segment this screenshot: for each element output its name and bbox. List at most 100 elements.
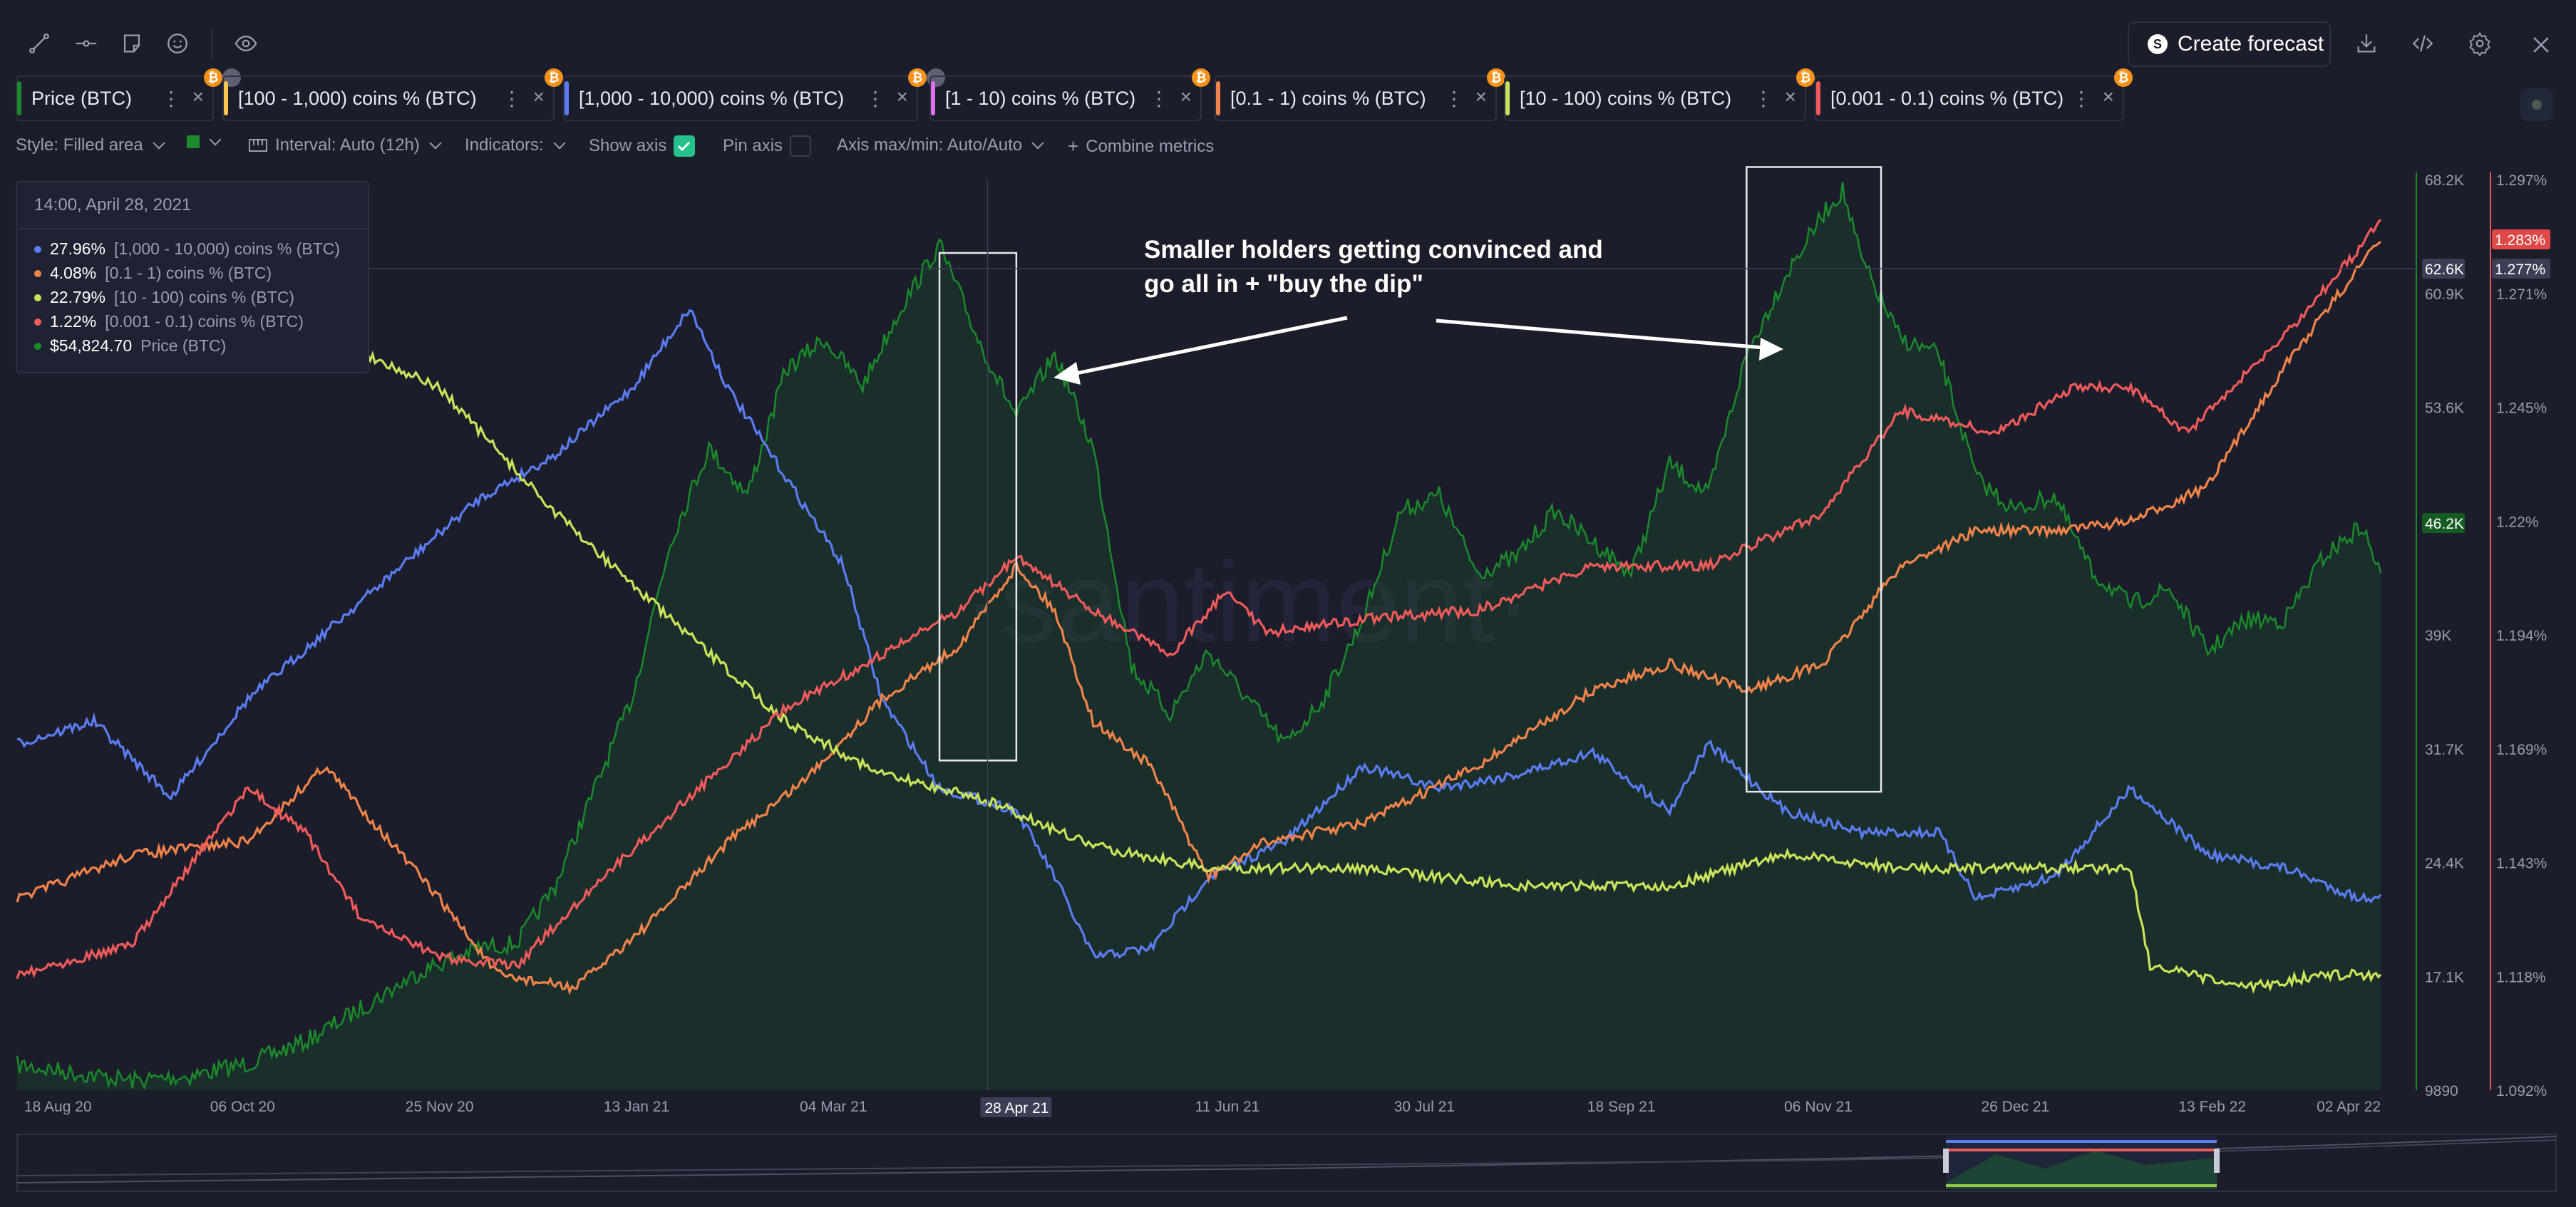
- eye-icon[interactable]: [228, 26, 264, 61]
- tab-close-icon[interactable]: ×: [1180, 86, 1192, 108]
- pin-axis-toggle[interactable]: Pin axis: [723, 135, 812, 157]
- tab-color-bar: [931, 81, 935, 115]
- tooltip-series-name: Price (BTC): [140, 336, 227, 355]
- live-dot-icon: [2532, 100, 2542, 110]
- x-tick-label: 06 Nov 21: [1784, 1099, 1853, 1115]
- x-tick-label: 26 Dec 21: [1981, 1099, 2049, 1115]
- tooltip-value: 1.22%: [50, 312, 97, 331]
- tooltip-series-name: [0.1 - 1) coins % (BTC): [105, 264, 272, 282]
- tab-close-icon[interactable]: ×: [1784, 86, 1796, 108]
- emoji-icon[interactable]: [160, 26, 195, 61]
- interval-select[interactable]: Interval: Auto (12h): [248, 135, 442, 155]
- tab-menu-icon[interactable]: ⋮: [161, 88, 181, 110]
- tab-10-100-coins[interactable]: [10 - 100) coins % (BTC) ⋮ × ₿: [1504, 68, 1815, 121]
- price-tick-label: 9890: [2425, 1083, 2458, 1099]
- annotation-arrow-left: [1068, 316, 1348, 377]
- price-tick-label: 60.9K: [2425, 286, 2464, 303]
- annotation-line-1: Smaller holders getting convinced and: [1144, 236, 1603, 264]
- settings-icon[interactable]: [2462, 26, 2498, 61]
- series-line-3: [16, 259, 2382, 994]
- pct-crosshair-badge: 1.277%: [2495, 261, 2545, 278]
- tab-label: [0.001 - 0.1) coins % (BTC): [1830, 87, 2064, 109]
- overview-handle-left[interactable]: [1943, 1149, 1949, 1173]
- tooltip-date: 14:00, April 28, 2021: [17, 182, 368, 229]
- price-crosshair-badge: 62.6K: [2425, 261, 2464, 278]
- tab-0.1-1-coins[interactable]: [0.1 - 1) coins % (BTC) ⋮ × ₿: [1215, 68, 1505, 121]
- indicators-select[interactable]: Indicators:: [465, 135, 566, 155]
- pin-axis-checkbox[interactable]: [790, 135, 812, 157]
- bitcoin-icon: ₿: [1487, 68, 1505, 87]
- tab-menu-icon[interactable]: ⋮: [1149, 88, 1169, 110]
- tab-close-icon[interactable]: ×: [896, 86, 908, 108]
- price-tick-label: 68.2K: [2425, 172, 2464, 189]
- tab-menu-icon[interactable]: ⋮: [1444, 88, 1464, 110]
- tab-color-bar: [565, 81, 569, 115]
- tab-price-btc[interactable]: Price (BTC) ⋮ × ₿: [16, 68, 241, 121]
- tab-label: [0.1 - 1) coins % (BTC): [1230, 87, 1426, 109]
- create-forecast-button[interactable]: S Create forecast: [2128, 21, 2331, 67]
- price-tick-label: 31.7K: [2425, 742, 2464, 758]
- create-forecast-label: Create forecast: [2178, 32, 2324, 56]
- overview-handle-right[interactable]: [2214, 1149, 2220, 1173]
- line-tool-icon[interactable]: [21, 26, 57, 61]
- pct-tick-label: 1.22%: [2496, 514, 2539, 530]
- tab-color-bar: [1816, 81, 1820, 115]
- tab-menu-icon[interactable]: ⋮: [1753, 88, 1773, 110]
- tooltip-value: $54,824.70: [50, 336, 133, 355]
- tab-close-icon[interactable]: ×: [2102, 86, 2114, 108]
- tab-menu-icon[interactable]: ⋮: [2071, 88, 2091, 110]
- toolbar-divider: [211, 29, 212, 58]
- axis-minmax-label: Axis max/min: Auto/Auto: [837, 135, 1023, 155]
- pct-tick-label: 1.118%: [2496, 969, 2546, 985]
- check-icon: [678, 141, 691, 152]
- tab-menu-icon[interactable]: ⋮: [865, 88, 885, 110]
- download-icon[interactable]: [2349, 26, 2384, 61]
- live-indicator[interactable]: [2520, 88, 2553, 121]
- interval-label: Interval: Auto (12h): [275, 135, 420, 155]
- series-dot: [34, 318, 41, 326]
- horizontal-line-icon[interactable]: [68, 26, 104, 61]
- pct-crosshair-badge-bg: [2492, 259, 2550, 279]
- pct-tick-label: 1.271%: [2496, 286, 2547, 303]
- tab-color-bar: [1505, 81, 1510, 115]
- series-line-2: [16, 241, 2381, 995]
- x-tick-label: 13 Jan 21: [604, 1099, 669, 1115]
- close-icon[interactable]: [2523, 27, 2559, 63]
- tab-close-icon[interactable]: ×: [1475, 86, 1487, 108]
- price-current-badge-bg: [2422, 513, 2465, 534]
- combine-metrics-button[interactable]: + Combine metrics: [1068, 135, 1214, 157]
- tab-close-icon[interactable]: ×: [192, 86, 204, 108]
- tab-1-10-coins[interactable]: [1 - 10) coins % (BTC) ⋮ × ₿: [929, 68, 1210, 121]
- show-axis-toggle[interactable]: Show axis: [589, 135, 696, 157]
- pct-tick-label: 1.143%: [2496, 856, 2547, 872]
- color-select[interactable]: [187, 133, 222, 148]
- style-select[interactable]: Style: Filled area: [16, 135, 165, 155]
- tooltip-series-name: [1,000 - 10,000) coins % (BTC): [114, 239, 341, 258]
- style-label: Style: Filled area: [16, 135, 143, 155]
- highlight-box-1: [1746, 166, 1882, 793]
- bitcoin-icon: ₿: [545, 68, 563, 87]
- code-icon[interactable]: [2405, 26, 2441, 61]
- tab-close-icon[interactable]: ×: [532, 86, 545, 108]
- axis-minmax-select[interactable]: Axis max/min: Auto/Auto: [837, 135, 1044, 155]
- series-dot: [34, 342, 41, 350]
- tab-menu-icon[interactable]: ⋮: [502, 88, 522, 110]
- annotation-arrow-right: [1436, 318, 1765, 350]
- tab-100-1000-coins[interactable]: [100 - 1,000) coins % (BTC) ⋮ × ₿: [222, 68, 563, 121]
- pct-tick-label: 1.092%: [2496, 1083, 2547, 1099]
- pct-tick-label: 1.245%: [2496, 400, 2547, 417]
- interval-icon: [249, 139, 267, 152]
- tooltip-series-name: [10 - 100) coins % (BTC): [114, 288, 295, 306]
- overview-selection[interactable]: [1946, 1136, 2217, 1189]
- overview-area: [1946, 1151, 2217, 1189]
- tab-label: [1 - 10) coins % (BTC): [945, 87, 1136, 109]
- note-icon[interactable]: [114, 26, 150, 61]
- tab-0.001-0.1-coins[interactable]: [0.001 - 0.1) coins % (BTC) ⋮ × ₿: [1815, 68, 2133, 121]
- pct-current-badge-bg: [2492, 229, 2550, 249]
- arrowhead-icon: [1759, 338, 1783, 361]
- pct-current-badge: 1.283%: [2495, 232, 2545, 249]
- tab-label: Price (BTC): [31, 87, 132, 109]
- show-axis-checkbox[interactable]: [674, 135, 696, 157]
- show-axis-label: Show axis: [589, 136, 667, 155]
